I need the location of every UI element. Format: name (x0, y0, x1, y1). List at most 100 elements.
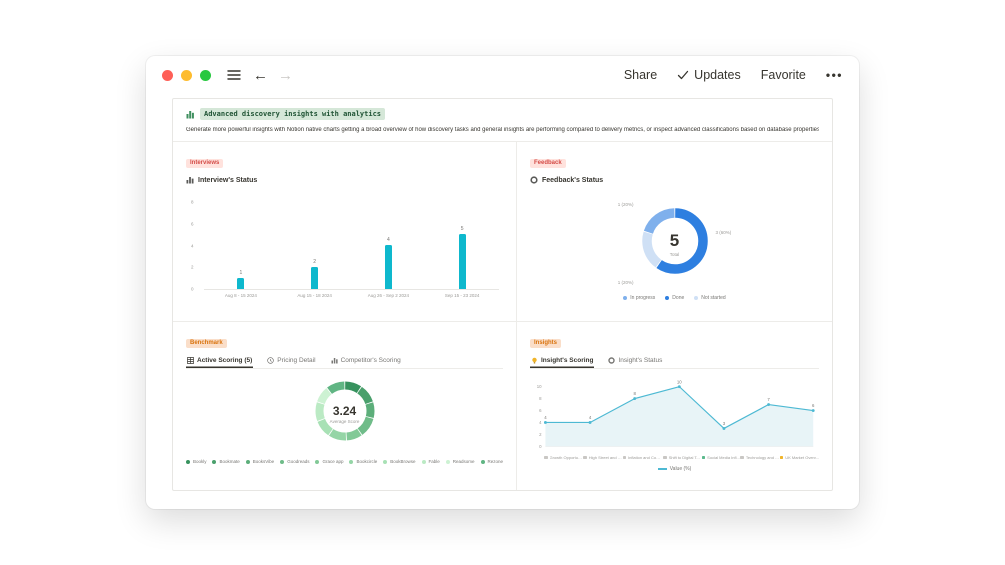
page-document: Advanced discovery insights with analyti… (172, 98, 833, 491)
tab-label: Insight's Status (618, 357, 663, 364)
share-button[interactable]: Share (623, 68, 658, 82)
interviews-bar-chart: 0 2 4 6 8 1 2 4 5 Aug 8 - 15 2024 Aug 15 - 18 202… (190, 199, 499, 298)
lightbulb-icon (532, 357, 537, 364)
donut-chart-icon (608, 357, 616, 364)
interviews-section: Interviews Interview's Status 0 2 4 6 8 1 2 4 5 … (173, 142, 517, 322)
x-axis-label: Social Media Infl... (701, 455, 740, 460)
feedback-donut-chart: 5 Total 1 (20%) 3 (60%) 1 (20%) (530, 202, 819, 285)
y-axis-tick: 2 (539, 432, 542, 437)
legend-label: In progress (630, 295, 656, 301)
zoom-button[interactable] (200, 69, 211, 81)
x-axis-label: Shift to Digital T... (662, 455, 701, 460)
y-axis-tick: 8 (191, 199, 194, 205)
page-content: Advanced discovery insights with analyti… (146, 94, 859, 491)
bar: 2 (278, 202, 352, 289)
category-icon (622, 455, 627, 460)
donut-segment (315, 381, 374, 441)
category-label: Technology and Inno... (745, 455, 780, 461)
feedback-legend: In progress Done Not started (530, 295, 819, 301)
x-axis-label: Inflation and Consu... (622, 455, 662, 461)
tab-pricing-detail[interactable]: Pricing Detail (266, 354, 316, 368)
sidebar-menu-icon[interactable] (227, 69, 241, 81)
bar-value-label: 5 (460, 226, 464, 232)
category-label: UK Market Overv... (785, 455, 819, 461)
app-window: ← → Share Updates Favorite ••• Advanced … (146, 56, 859, 509)
doc-header: Advanced discovery insights with analyti… (173, 99, 832, 141)
point-value-label: 8 (633, 391, 636, 396)
point-value-label: 6 (812, 403, 815, 408)
clock-icon (267, 357, 275, 364)
legend-label: Grace app (322, 459, 344, 464)
legend-item: BookBrowse (383, 459, 416, 464)
legend-label: BookBrowse (390, 459, 416, 464)
favorite-button[interactable]: Favorite (760, 68, 806, 82)
interviews-badge[interactable]: Interviews (186, 158, 224, 168)
donut-segment (315, 381, 374, 441)
bar-x-axis: Aug 8 - 15 2024 Aug 15 - 18 2024 Aug 26 - … (204, 293, 499, 298)
chart-element (722, 426, 726, 430)
legend-item: Bookcircle (349, 459, 377, 464)
donut-box: 5 Total 1 (20%) 3 (60%) 1 (20%) (618, 202, 732, 285)
legend-label: Bookcircle (356, 459, 378, 464)
page-title: Advanced discovery insights with analyti… (200, 108, 386, 120)
check-icon (678, 70, 689, 80)
feedback-badge[interactable]: Feedback (530, 158, 566, 168)
point-value-label: 4 (544, 415, 547, 420)
close-button[interactable] (162, 69, 173, 81)
benchmark-donut-chart: 3.24 Average Score (186, 377, 503, 450)
legend-dot (315, 459, 320, 464)
legend-dot (665, 296, 670, 300)
tab-insights-status[interactable]: Insight's Status (607, 354, 663, 368)
donut-segment (641, 208, 708, 274)
benchmark-legend: Bookly Bookmate BooksVibe Goodreads Grace ap… (185, 459, 504, 464)
slice-annotation: 1 (20%) (617, 202, 634, 207)
benchmark-section: Benchmark Active Scoring (5) Pricing Det… (173, 322, 517, 490)
insights-tabs: Insight's Scoring Insight's Status (530, 354, 819, 369)
chart-element (811, 409, 815, 412)
category-icon (663, 455, 667, 460)
bar: 5 (425, 202, 499, 289)
y-axis-tick: 10 (537, 384, 542, 389)
more-options-icon[interactable]: ••• (825, 68, 843, 82)
feedback-donut-svg (641, 208, 708, 274)
tab-active-scoring[interactable]: Active Scoring (5) (186, 354, 253, 368)
bar-chart-icon (186, 177, 194, 184)
legend-item: Readsome (445, 459, 475, 464)
updates-label: Updates (694, 68, 741, 82)
legend-label: Value (%) (669, 466, 692, 473)
category-label: Inflation and Consu... (628, 455, 662, 461)
legend-dot (383, 459, 388, 464)
category-icon (779, 455, 784, 460)
line-x-axis: Growth Opportunitie... High Street and On… (544, 455, 819, 460)
tab-label: Active Scoring (5) (197, 357, 253, 364)
legend-label: Fable (428, 459, 440, 464)
legend-dot (445, 459, 450, 464)
legend-label: Rezone (487, 459, 504, 464)
donut-box: 3.24 Average Score (311, 377, 379, 450)
y-axis-tick: 0 (191, 286, 194, 292)
tab-insights-scoring[interactable]: Insight's Scoring (530, 354, 594, 368)
back-arrow-icon[interactable]: ← (253, 66, 268, 84)
x-axis-label: Sep 15 - 23 2024 (444, 293, 480, 298)
slice-annotation: 3 (60%) (715, 230, 732, 235)
bar: 1 (204, 202, 278, 289)
minimize-button[interactable] (181, 69, 192, 81)
line-chart-legend: Value (%) (530, 466, 819, 472)
legend-item: Bookly (185, 459, 206, 464)
legend-dot (694, 296, 699, 300)
forward-arrow-icon[interactable]: → (278, 66, 293, 84)
chart-element (677, 385, 681, 389)
benchmark-badge[interactable]: Benchmark (186, 338, 227, 348)
chart-element (767, 403, 771, 406)
benchmark-donut-svg (315, 381, 374, 441)
legend-item: Not started (694, 295, 726, 301)
updates-button[interactable]: Updates (677, 68, 741, 82)
legend-item: Goodreads (280, 459, 309, 464)
insights-badge[interactable]: Insights (530, 338, 562, 348)
bar-rect (237, 278, 245, 289)
x-axis-label: UK Market Overv... (779, 455, 819, 461)
table-icon (187, 357, 194, 364)
x-axis-label: Aug 26 - Sep 2 2024 (367, 293, 410, 298)
tab-competitors-scoring[interactable]: Competitor's Scoring (330, 354, 402, 368)
